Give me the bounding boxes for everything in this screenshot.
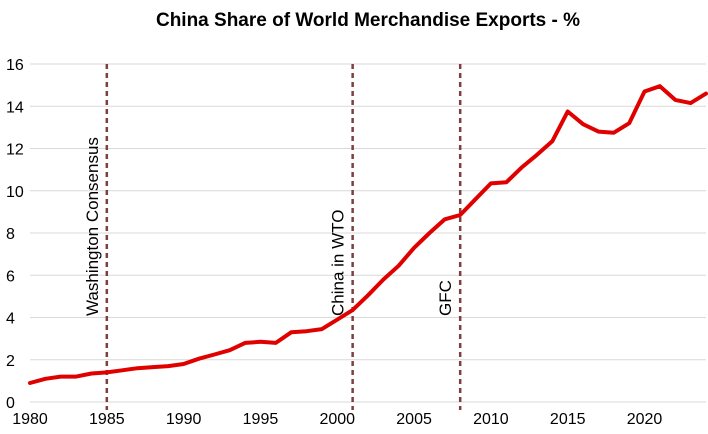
event-label: GFC xyxy=(436,280,455,316)
y-tick-label: 0 xyxy=(6,395,15,412)
x-tick-label: 1980 xyxy=(12,411,48,428)
x-tick-label: 2010 xyxy=(473,411,509,428)
gridlines xyxy=(30,63,706,403)
event-label: Washington Consensus xyxy=(83,137,102,316)
y-tick-label: 2 xyxy=(6,353,15,370)
event-annotations: Washington Consensus China in WTO GFC xyxy=(83,64,462,410)
x-tick-label: 1995 xyxy=(243,411,279,428)
chart-title: China Share of World Merchandise Exports… xyxy=(156,10,580,31)
series-line-china-share xyxy=(28,84,708,385)
y-tick-label: 10 xyxy=(6,184,24,201)
y-tick-label: 4 xyxy=(6,311,15,328)
y-axis-tick-labels: 0 2 4 6 8 10 12 14 16 xyxy=(6,57,24,412)
x-tick-label: 1990 xyxy=(166,411,202,428)
x-tick-label: 2000 xyxy=(319,411,355,428)
x-tick-label: 1985 xyxy=(89,411,125,428)
series-lines xyxy=(28,84,708,385)
y-tick-label: 12 xyxy=(6,142,24,159)
x-tick-label: 2005 xyxy=(396,411,432,428)
y-tick-label: 14 xyxy=(6,99,24,116)
x-tick-label: 2015 xyxy=(550,411,586,428)
y-tick-label: 16 xyxy=(6,57,24,74)
x-axis-tick-labels: 1980 1985 1990 1995 2000 2005 2010 2015 2020 xyxy=(12,411,662,428)
event-label: China in WTO xyxy=(329,210,348,316)
y-tick-label: 6 xyxy=(6,268,15,285)
y-tick-label: 8 xyxy=(6,226,15,243)
x-tick-label: 2020 xyxy=(627,411,663,428)
